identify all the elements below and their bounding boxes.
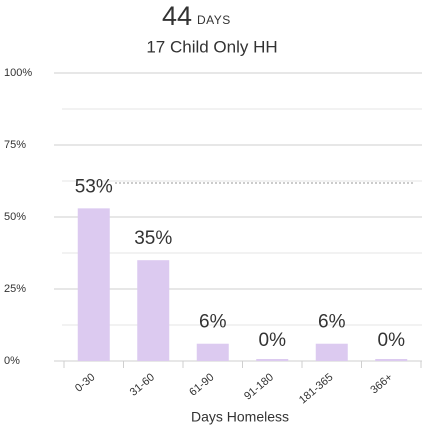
x-tick-label: 366+ <box>368 371 395 396</box>
x-tick-label: 0-30 <box>73 371 98 394</box>
y-tick-label: 75% <box>4 139 26 151</box>
x-axis-label: Days Homeless <box>191 409 289 425</box>
x-tick-label: 181-365 <box>297 371 336 406</box>
x-tick-label: 91-180 <box>242 371 276 402</box>
data-label: 0% <box>259 330 287 351</box>
data-label: 6% <box>318 312 346 333</box>
data-label: 53% <box>75 176 113 197</box>
headline: 44 <box>162 1 192 31</box>
bar <box>137 260 170 361</box>
chart-title: 17 Child Only HH <box>146 37 277 56</box>
bar <box>375 359 408 361</box>
data-label: 0% <box>378 330 406 351</box>
data-label: 6% <box>199 312 227 333</box>
y-tick-label: 50% <box>4 211 26 223</box>
y-tick-label: 100% <box>4 67 32 79</box>
bar <box>256 359 289 361</box>
bar <box>196 343 229 361</box>
bar <box>315 343 348 361</box>
x-tick-label: 31-60 <box>128 371 157 398</box>
data-label: 35% <box>134 228 172 249</box>
headline-unit: DAYS <box>197 13 231 27</box>
x-tick-label: 61-90 <box>187 371 216 398</box>
y-tick-label: 25% <box>4 283 26 295</box>
y-tick-label: 0% <box>4 355 20 367</box>
bar <box>77 208 110 361</box>
